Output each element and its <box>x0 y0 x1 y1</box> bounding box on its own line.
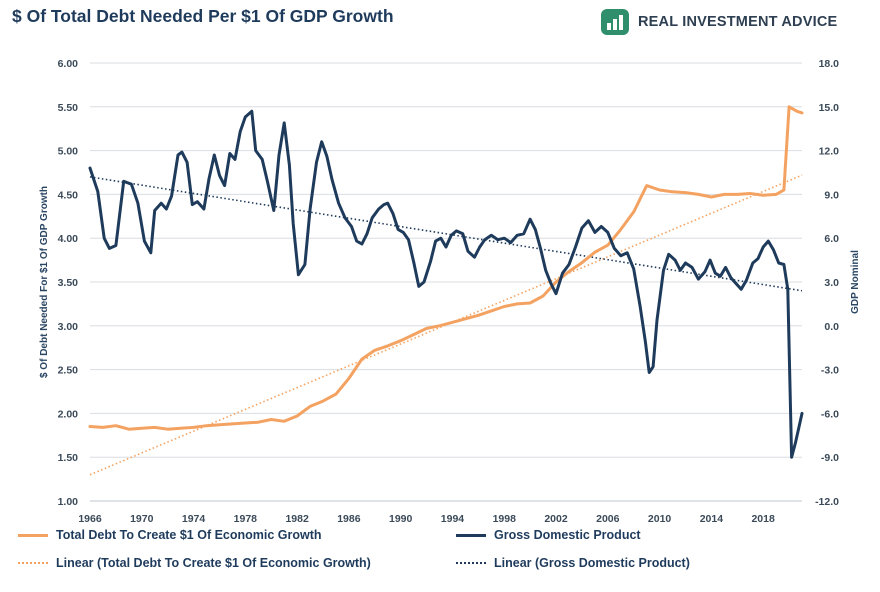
left-tick-label: 4.50 <box>58 189 79 201</box>
legend-swatch-debt <box>18 533 48 537</box>
data-series <box>88 105 804 459</box>
legend-item-debt: Total Debt To Create $1 Of Economic Grow… <box>18 528 322 542</box>
legend-swatch-debt-trend <box>18 562 48 564</box>
left-axis-ticks: 1.00 1.50 2.00 2.50 3.00 3.50 4.00 4.50 5.00 5.50… <box>58 58 79 508</box>
brand-name: REAL INVESTMENT ADVICE <box>638 14 838 30</box>
right-tick-label: 18.0 <box>819 58 840 70</box>
left-tick-label: 6.00 <box>58 58 79 70</box>
right-tick-label: -9.0 <box>821 452 839 464</box>
x-tick-label: 1998 <box>493 513 517 525</box>
left-tick-label: 2.00 <box>58 408 79 420</box>
right-tick-label: 3.0 <box>824 277 839 289</box>
legend-item-gdp-trend: Linear (Gross Domestic Product) <box>456 556 690 570</box>
right-tick-label: -6.0 <box>821 408 839 420</box>
page-title: $ Of Total Debt Needed Per $1 Of GDP Gro… <box>12 6 394 26</box>
right-tick-label: 15.0 <box>819 102 840 114</box>
left-tick-label: 1.50 <box>58 452 79 464</box>
left-axis-title: $ Of Debt Needed For $1 Of GDP Growth <box>39 186 50 378</box>
right-tick-label: -3.0 <box>821 365 839 377</box>
x-tick-label: 1970 <box>130 513 154 525</box>
x-tick-label: 1986 <box>337 513 361 525</box>
x-tick-label: 1994 <box>441 513 465 525</box>
series-line-debt <box>88 105 804 431</box>
left-tick-label: 4.00 <box>58 233 79 245</box>
x-axis-ticks: 1966 1970 1974 1978 1982 1986 1990 1994 1998 2002… <box>78 513 775 525</box>
left-tick-label: 1.00 <box>58 496 79 508</box>
legend-label-debt-trend: Linear (Total Debt To Create $1 Of Econo… <box>56 556 371 570</box>
x-tick-label: 1990 <box>389 513 413 525</box>
x-tick-label: 2018 <box>751 513 775 525</box>
trendline-gdp <box>89 176 803 292</box>
gridlines <box>90 62 802 502</box>
legend-item-gdp: Gross Domestic Product <box>456 528 641 542</box>
x-tick-label: 1978 <box>234 513 258 525</box>
right-axis-ticks: -12.0 -9.0 -6.0 -3.0 0.0 3.0 6.0 9.0 12.0 15.0 18.… <box>815 58 839 508</box>
legend: Total Debt To Create $1 Of Economic Grow… <box>18 528 878 578</box>
right-tick-label: 6.0 <box>824 233 839 245</box>
legend-swatch-gdp-trend <box>456 562 486 564</box>
brand-logo: REAL INVESTMENT ADVICE <box>600 8 837 36</box>
series-line-gdp <box>88 109 804 459</box>
right-tick-label: 12.0 <box>819 146 840 158</box>
right-axis-title: GDP Nominal <box>850 250 861 314</box>
x-tick-label: 2014 <box>700 513 724 525</box>
legend-swatch-gdp <box>456 533 486 537</box>
left-tick-label: 5.50 <box>58 102 79 114</box>
left-tick-label: 5.00 <box>58 146 79 158</box>
x-tick-label: 2006 <box>596 513 620 525</box>
legend-label-gdp: Gross Domestic Product <box>494 528 641 542</box>
legend-label-debt: Total Debt To Create $1 Of Economic Grow… <box>56 528 322 542</box>
legend-label-gdp-trend: Linear (Gross Domestic Product) <box>494 556 690 570</box>
x-tick-label: 2010 <box>648 513 672 525</box>
chart-bars-icon <box>601 9 629 35</box>
left-tick-label: 3.50 <box>58 277 79 289</box>
right-tick-label: 9.0 <box>824 189 839 201</box>
left-tick-label: 2.50 <box>58 365 79 377</box>
right-tick-label: 0.0 <box>824 321 839 333</box>
x-tick-label: 1982 <box>285 513 309 525</box>
legend-item-debt-trend: Linear (Total Debt To Create $1 Of Econo… <box>18 556 371 570</box>
right-tick-label: -12.0 <box>815 496 839 508</box>
x-tick-label: 1966 <box>78 513 102 525</box>
x-tick-label: 2002 <box>544 513 568 525</box>
left-tick-label: 3.00 <box>58 321 79 333</box>
x-tick-label: 1974 <box>182 513 206 525</box>
